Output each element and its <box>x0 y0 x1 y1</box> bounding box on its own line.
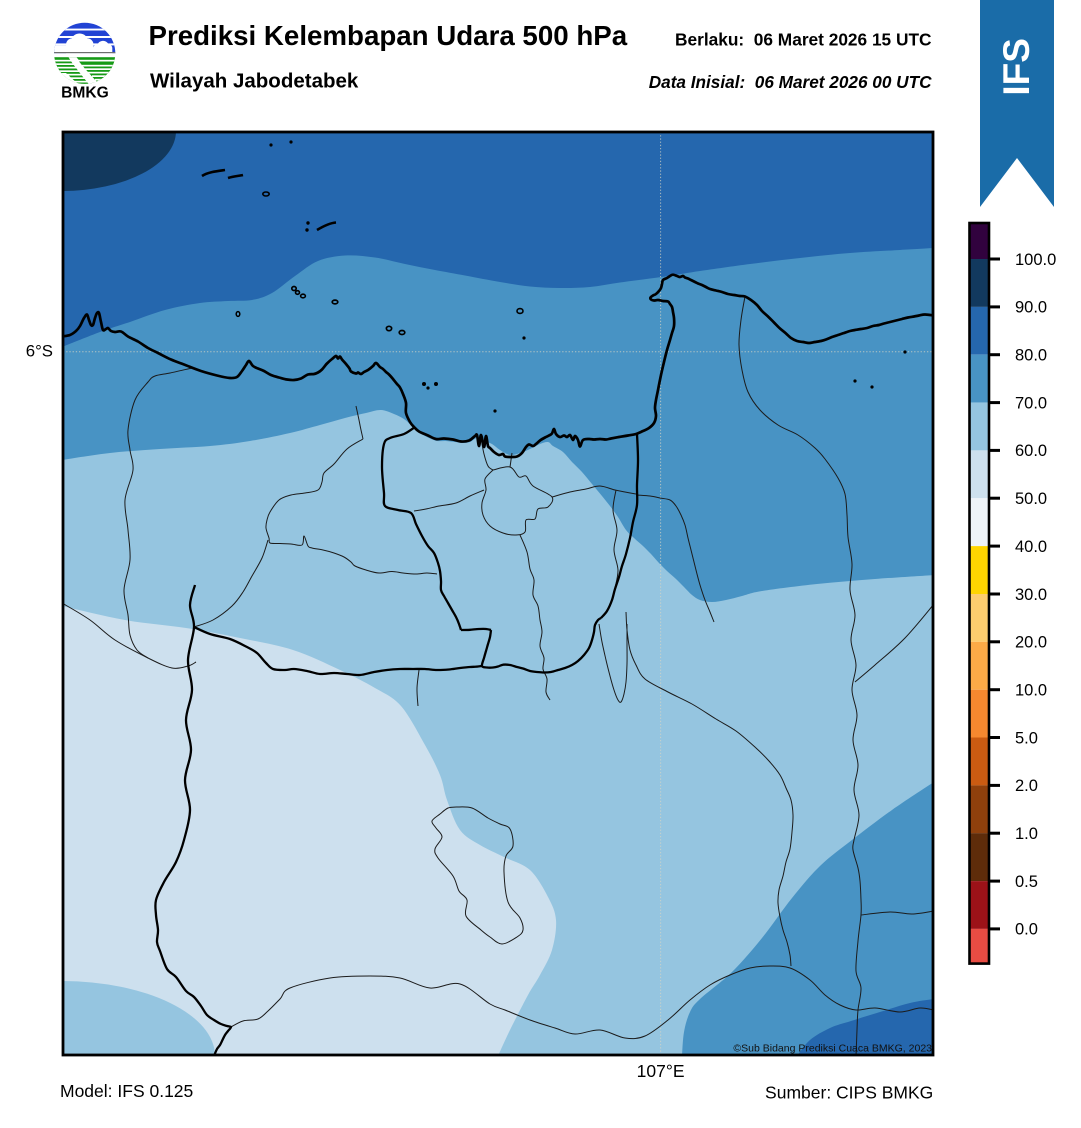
svg-text:2.0: 2.0 <box>1015 777 1038 795</box>
svg-text:80.0: 80.0 <box>1015 347 1047 365</box>
svg-text:30.0: 30.0 <box>1015 586 1047 604</box>
svg-text:5.0: 5.0 <box>1015 729 1038 747</box>
svg-text:Sumber: CIPS BMKG: Sumber: CIPS BMKG <box>765 1083 933 1103</box>
svg-text:Model: IFS 0.125: Model: IFS 0.125 <box>60 1081 193 1101</box>
svg-text:1.0: 1.0 <box>1015 825 1038 843</box>
svg-text:6°S: 6°S <box>26 342 53 361</box>
svg-text:Data Inisial: 06 Maret 2026 0: Data Inisial: 06 Maret 2026 00 UTC <box>649 72 932 92</box>
svg-text:Berlaku: 06 Maret 2026 15 UTC: Berlaku: 06 Maret 2026 15 UTC <box>675 30 931 50</box>
svg-text:70.0: 70.0 <box>1015 394 1047 412</box>
svg-text:20.0: 20.0 <box>1015 634 1047 652</box>
svg-text:0.5: 0.5 <box>1015 873 1038 891</box>
svg-text:50.0: 50.0 <box>1015 490 1047 508</box>
svg-text:BMKG: BMKG <box>61 85 109 102</box>
svg-text:107°E: 107°E <box>637 1061 685 1081</box>
svg-text:100.0: 100.0 <box>1015 251 1056 269</box>
svg-text:©Sub Bidang Prediksi Cuaca BMK: ©Sub Bidang Prediksi Cuaca BMKG, 2023 <box>733 1043 932 1055</box>
svg-text:0.0: 0.0 <box>1015 921 1038 939</box>
svg-text:Wilayah Jabodetabek: Wilayah Jabodetabek <box>150 69 359 92</box>
svg-text:60.0: 60.0 <box>1015 442 1047 460</box>
svg-text:90.0: 90.0 <box>1015 299 1047 317</box>
svg-text:40.0: 40.0 <box>1015 538 1047 556</box>
svg-text:10.0: 10.0 <box>1015 682 1047 700</box>
svg-text:IFS: IFS <box>996 38 1037 96</box>
svg-text:Prediksi Kelembapan Udara 500: Prediksi Kelembapan Udara 500 hPa <box>149 20 628 51</box>
